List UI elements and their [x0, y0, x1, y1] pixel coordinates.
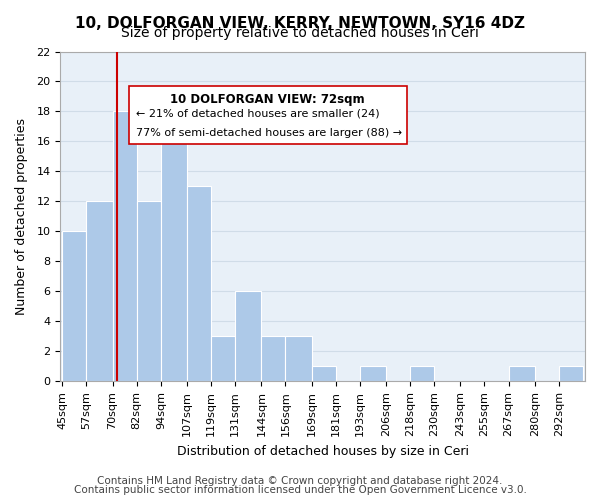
- Bar: [262, 336, 286, 382]
- Y-axis label: Number of detached properties: Number of detached properties: [15, 118, 28, 315]
- Bar: [161, 142, 187, 382]
- FancyBboxPatch shape: [128, 86, 407, 144]
- Bar: [113, 112, 137, 382]
- Text: Contains HM Land Registry data © Crown copyright and database right 2024.: Contains HM Land Registry data © Crown c…: [97, 476, 503, 486]
- Bar: [86, 202, 113, 382]
- Bar: [410, 366, 434, 382]
- Text: 10, DOLFORGAN VIEW, KERRY, NEWTOWN, SY16 4DZ: 10, DOLFORGAN VIEW, KERRY, NEWTOWN, SY16…: [75, 16, 525, 31]
- Bar: [235, 292, 262, 382]
- Bar: [559, 366, 583, 382]
- Bar: [311, 366, 336, 382]
- Text: ← 21% of detached houses are smaller (24): ← 21% of detached houses are smaller (24…: [136, 109, 380, 119]
- Bar: [509, 366, 535, 382]
- Bar: [62, 232, 86, 382]
- Bar: [360, 366, 386, 382]
- Bar: [187, 186, 211, 382]
- Text: 10 DOLFORGAN VIEW: 72sqm: 10 DOLFORGAN VIEW: 72sqm: [170, 94, 365, 106]
- Bar: [286, 336, 311, 382]
- Bar: [137, 202, 161, 382]
- Text: Size of property relative to detached houses in Ceri: Size of property relative to detached ho…: [121, 26, 479, 40]
- Bar: [211, 336, 235, 382]
- Text: 77% of semi-detached houses are larger (88) →: 77% of semi-detached houses are larger (…: [136, 128, 403, 138]
- Text: Contains public sector information licensed under the Open Government Licence v3: Contains public sector information licen…: [74, 485, 526, 495]
- X-axis label: Distribution of detached houses by size in Ceri: Distribution of detached houses by size …: [176, 444, 469, 458]
